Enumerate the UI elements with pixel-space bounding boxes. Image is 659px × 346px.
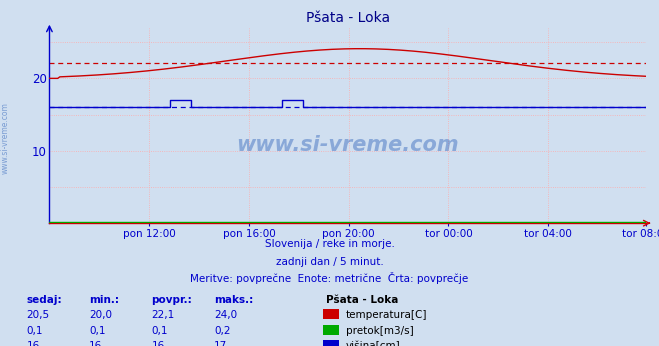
Text: 0,1: 0,1 (152, 326, 168, 336)
Text: Pšata - Loka: Pšata - Loka (326, 295, 399, 305)
Text: www.si-vreme.com: www.si-vreme.com (1, 102, 10, 174)
Text: 0,2: 0,2 (214, 326, 231, 336)
Text: www.si-vreme.com: www.si-vreme.com (237, 135, 459, 155)
Text: pretok[m3/s]: pretok[m3/s] (346, 326, 414, 336)
Text: 20,0: 20,0 (89, 310, 112, 320)
Text: 20,5: 20,5 (26, 310, 49, 320)
Text: 16: 16 (152, 342, 165, 346)
Text: povpr.:: povpr.: (152, 295, 192, 305)
Text: 22,1: 22,1 (152, 310, 175, 320)
Text: višina[cm]: višina[cm] (346, 341, 401, 346)
Text: sedaj:: sedaj: (26, 295, 62, 305)
Text: 16: 16 (26, 342, 40, 346)
Text: maks.:: maks.: (214, 295, 254, 305)
Title: Pšata - Loka: Pšata - Loka (306, 11, 389, 25)
Text: Meritve: povprečne  Enote: metrične  Črta: povprečje: Meritve: povprečne Enote: metrične Črta:… (190, 272, 469, 284)
Text: 0,1: 0,1 (26, 326, 43, 336)
Text: 16: 16 (89, 342, 102, 346)
Text: temperatura[C]: temperatura[C] (346, 310, 428, 320)
Text: min.:: min.: (89, 295, 119, 305)
Text: 24,0: 24,0 (214, 310, 237, 320)
Text: 17: 17 (214, 342, 227, 346)
Text: zadnji dan / 5 minut.: zadnji dan / 5 minut. (275, 257, 384, 267)
Text: Slovenija / reke in morje.: Slovenija / reke in morje. (264, 239, 395, 249)
Text: 0,1: 0,1 (89, 326, 105, 336)
